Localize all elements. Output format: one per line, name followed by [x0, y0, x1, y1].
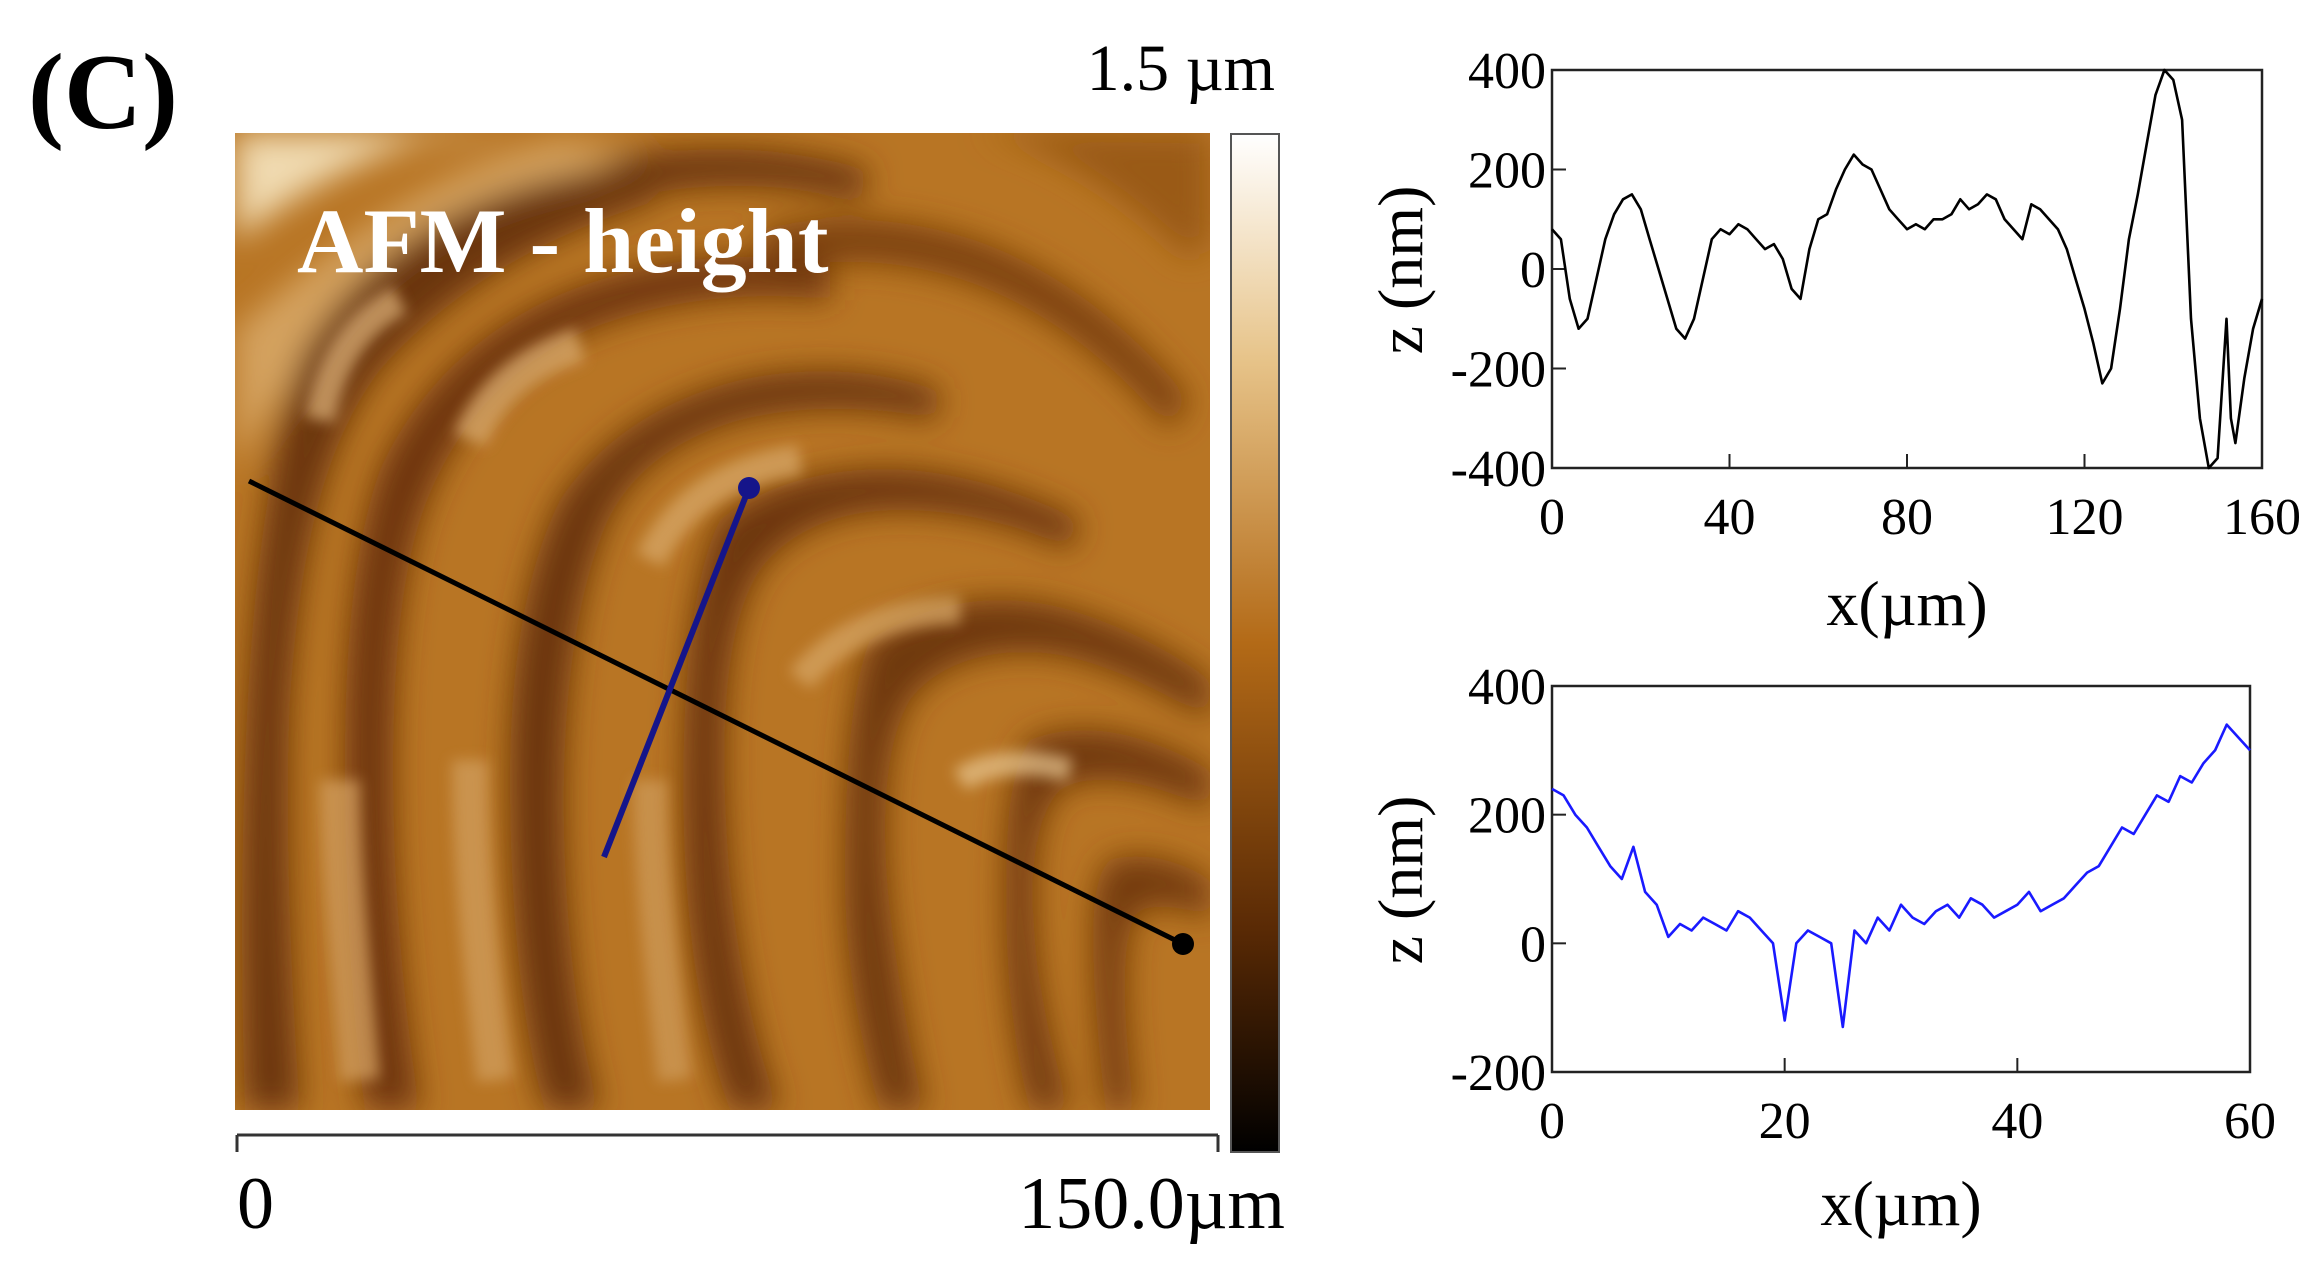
afm-overlay-label: AFM - height — [297, 190, 829, 292]
y-tick-label: 400 — [1468, 659, 1546, 716]
y-tick-label: -400 — [1451, 441, 1546, 498]
y-axis-label: z (nm) — [1365, 186, 1436, 355]
line-profile-chart-black: 0 40 80 120 160 400 200 0 -200 -400 x(µm) z (nm) — [1365, 43, 2301, 639]
panel-label: (C) — [28, 33, 178, 152]
profile-line-blue-endpoint — [738, 477, 760, 499]
y-tick-label: 400 — [1468, 43, 1546, 100]
profile-line-black-endpoint — [1172, 933, 1194, 955]
y-tick-label: 0 — [1520, 916, 1546, 973]
x-tick-label: 120 — [2046, 489, 2124, 546]
profile-line-black — [247, 478, 1185, 947]
x-tick-label: 40 — [1991, 1093, 2043, 1150]
x-axis-label: x(µm) — [1826, 568, 1987, 639]
x-tick-label: 40 — [1704, 489, 1756, 546]
afm-colorbar — [1230, 133, 1280, 1153]
series-line — [1551, 68, 2264, 470]
y-axis-label: z (nm) — [1365, 796, 1436, 965]
profile-line-blue — [601, 486, 752, 859]
x-tick-label: 60 — [2224, 1093, 2276, 1150]
x-axis-label: x(µm) — [1820, 1168, 1981, 1239]
x-tick-label: 0 — [1539, 1093, 1565, 1150]
scale-end-label: 150.0µm — [1018, 1163, 1285, 1245]
y-tick-label: -200 — [1451, 1045, 1546, 1102]
y-tick-label: 0 — [1520, 242, 1546, 299]
x-tick-label: 80 — [1881, 489, 1933, 546]
series-line — [1551, 723, 2251, 1029]
afm-height-image — [235, 133, 1210, 1110]
colorbar-max-label: 1.5 µm — [1087, 32, 1275, 105]
afm-scale-bar — [235, 1133, 1220, 1152]
y-tick-label: -200 — [1451, 342, 1546, 399]
x-tick-label: 20 — [1759, 1093, 1811, 1150]
scale-start-label: 0 — [237, 1163, 274, 1245]
x-tick-label: 0 — [1539, 489, 1565, 546]
y-tick-label: 200 — [1468, 143, 1546, 200]
y-tick-label: 200 — [1468, 788, 1546, 845]
x-tick-label: 160 — [2223, 489, 2301, 546]
plot-frame — [1550, 684, 2252, 1074]
